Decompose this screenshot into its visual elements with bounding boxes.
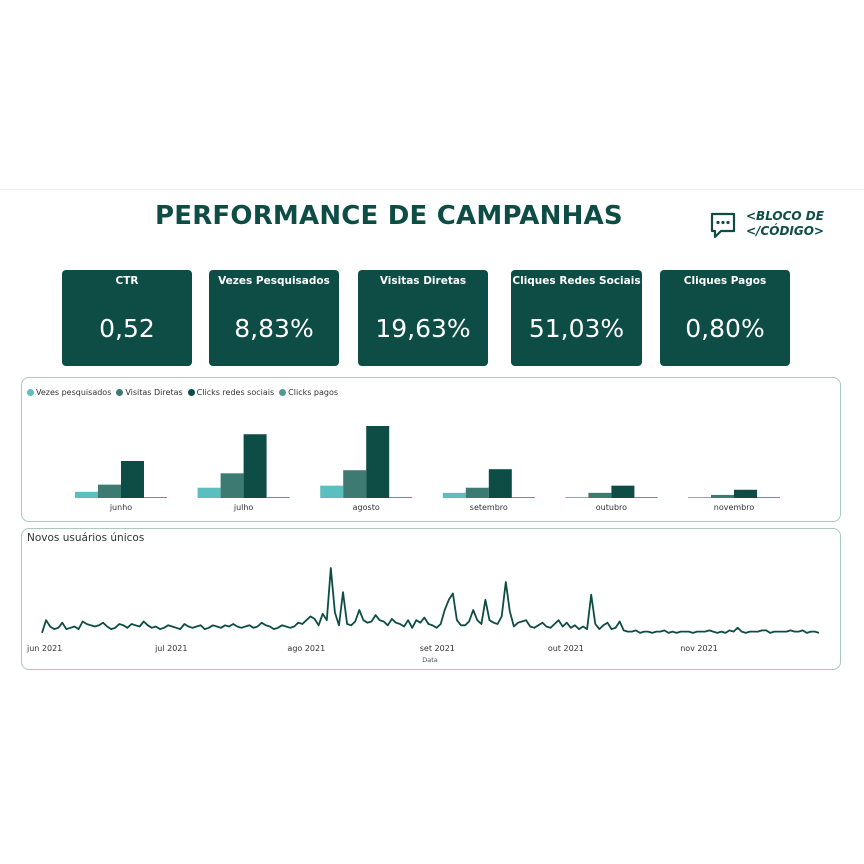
kpi-value: 51,03% (528, 314, 625, 343)
kpi-card-visitas-diretas: Visitas Diretas 19,63% (358, 270, 488, 366)
kpi-value: 0,52 (99, 314, 155, 343)
logo-line-2: </CÓDIGO> (746, 224, 824, 238)
legend-item[interactable]: Vezes pesquisados (27, 388, 111, 397)
logo-line-1: <BLOCO DE (746, 209, 824, 223)
kpi-label: Cliques Pagos (683, 275, 767, 287)
brand-logo: <BLOCO DE </CÓDIGO> (708, 209, 838, 243)
legend-item[interactable]: Clicks redes sociais (187, 388, 275, 397)
kpi-value: 0,80% (685, 314, 765, 343)
legend-dot (116, 389, 124, 396)
kpi-label: Cliques Redes Sociais (512, 275, 641, 287)
legend-item[interactable]: Visitas Diretas (116, 388, 183, 397)
kpi-card-ctr: CTR 0,52 (62, 270, 192, 366)
legend-dot (279, 389, 287, 396)
kpi-value: 8,83% (234, 314, 314, 343)
kpi-label: CTR (115, 275, 139, 287)
legend-label: Clicks redes sociais (196, 388, 275, 397)
legend-dot (27, 389, 34, 396)
legend-item[interactable]: Clicks pagos (279, 388, 338, 397)
line-chart-title: Novos usuários únicos (27, 532, 145, 544)
page-title: PERFORMANCE DE CAMPANHAS (155, 201, 623, 231)
legend-label: Visitas Diretas (125, 388, 183, 397)
kpi-card-vezes-pesquisados: Vezes Pesquisados 8,83% (209, 270, 339, 366)
legend-label: Vezes pesquisados (36, 388, 112, 397)
line-chart-panel (21, 528, 841, 670)
logo-text: <BLOCO DE </CÓDIGO> (746, 209, 824, 239)
kpi-value: 19,63% (375, 314, 471, 343)
bar-chart-legend: Vezes pesquisados Visitas Diretas Clicks… (27, 388, 338, 397)
legend-dot (187, 389, 195, 396)
kpi-label: Vezes Pesquisados (218, 275, 330, 287)
section-divider (0, 189, 864, 190)
bar-chart-panel (21, 377, 841, 522)
chat-icon (710, 212, 736, 239)
legend-label: Clicks pagos (288, 388, 339, 397)
kpi-card-cliques-pagos: Cliques Pagos 0,80% (660, 270, 790, 366)
kpi-card-cliques-redes-sociais: Cliques Redes Sociais 51,03% (511, 270, 642, 366)
kpi-label: Visitas Diretas (379, 275, 467, 287)
